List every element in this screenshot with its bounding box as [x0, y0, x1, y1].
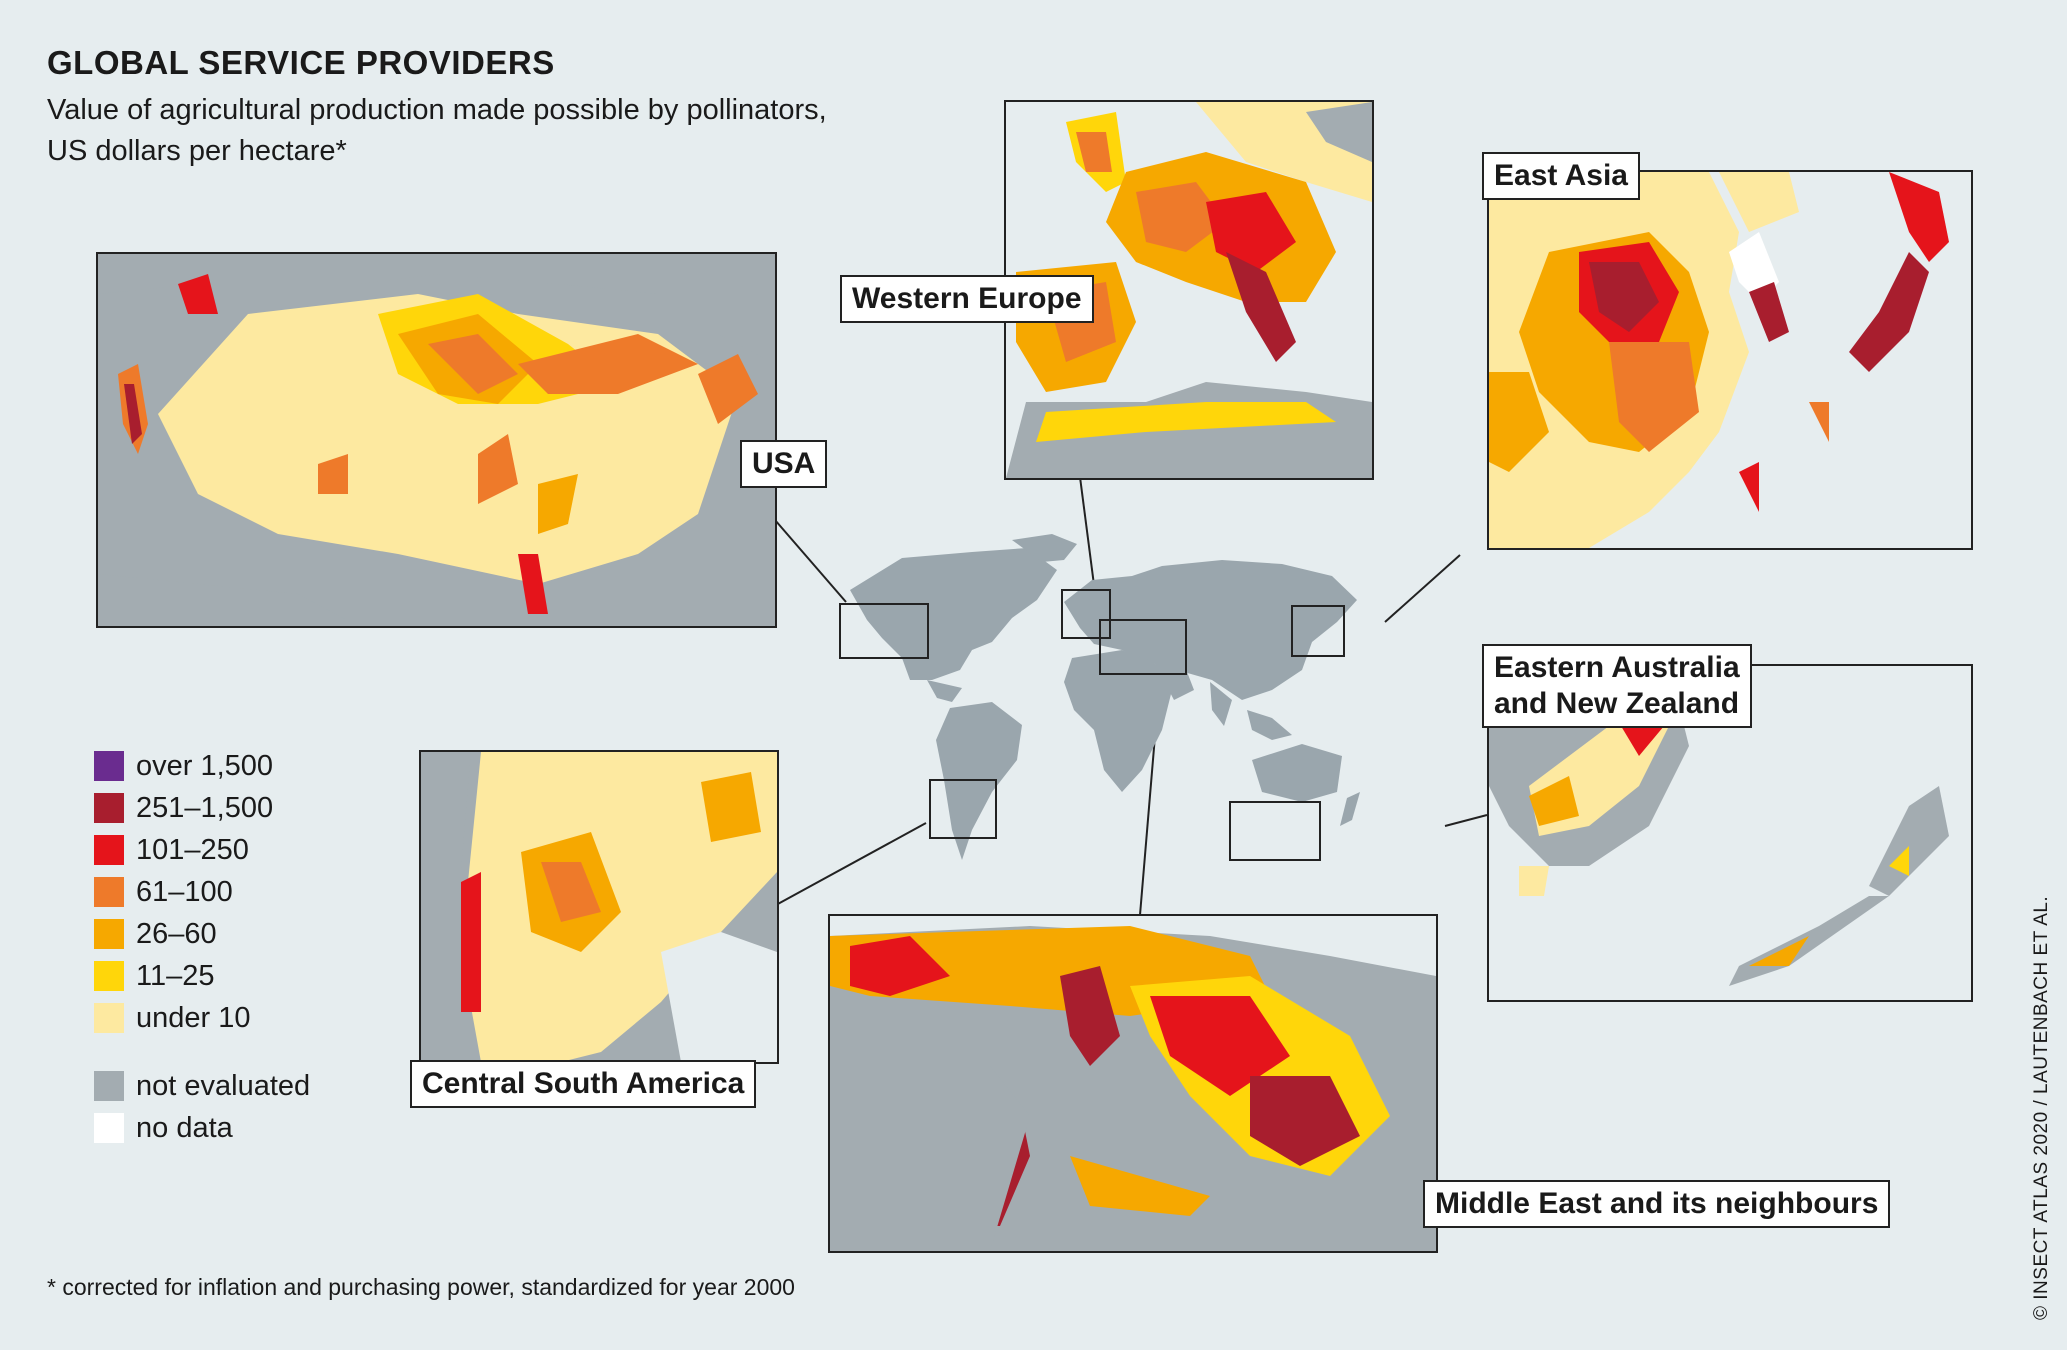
locator-east-asia	[1291, 605, 1345, 657]
legend-item: 61–100	[94, 871, 310, 913]
legend-item: 11–25	[94, 955, 310, 997]
credit: © INSECT ATLAS 2020 / LAUTENBACH ET AL.	[2029, 896, 2059, 1320]
central-america	[927, 680, 962, 702]
legend-label: over 1,500	[136, 749, 274, 782]
legend-label: no data	[136, 1111, 233, 1144]
legend-label: 101–250	[136, 833, 249, 866]
legend-swatch	[94, 1113, 124, 1143]
legend-swatch	[94, 961, 124, 991]
label-western-europe: Western Europe	[840, 275, 1094, 323]
usa-map-image	[98, 254, 775, 626]
label-australia: Eastern Australia and New Zealand	[1482, 644, 1752, 728]
connector-asia	[1384, 554, 1461, 623]
inset-south-america	[419, 750, 779, 1064]
arabia	[1154, 662, 1194, 700]
legend-item: 251–1,500	[94, 787, 310, 829]
footnote: * corrected for inflation and purchasing…	[47, 1274, 795, 1300]
inset-east-asia	[1487, 170, 1973, 550]
label-australia-line-2: and New Zealand	[1494, 687, 1740, 720]
legend-item: 101–250	[94, 829, 310, 871]
legend-swatch	[94, 793, 124, 823]
new-zealand	[1340, 792, 1360, 826]
north-america	[850, 548, 1057, 680]
africa	[1064, 650, 1172, 792]
legend-item: 26–60	[94, 913, 310, 955]
legend-item: no data	[94, 1107, 310, 1149]
label-australia-line-1: Eastern Australia	[1494, 651, 1740, 684]
world-map	[839, 534, 1360, 861]
legend-swatch	[94, 1003, 124, 1033]
connector-south-america	[775, 822, 927, 906]
locator-europe	[1061, 589, 1111, 639]
eurasia	[1064, 560, 1357, 700]
subtitle-line-2: US dollars per hectare*	[47, 135, 347, 167]
legend-label: not evaluated	[136, 1069, 311, 1102]
australia	[1252, 744, 1342, 802]
connector-usa	[774, 519, 847, 603]
inset-western-europe	[1004, 100, 1374, 480]
inset-middle-east	[828, 914, 1438, 1253]
greenland	[1012, 534, 1077, 562]
inset-usa	[96, 252, 777, 628]
credit-text: © INSECT ATLAS 2020 / LAUTENBACH ET AL.	[2031, 895, 2052, 1320]
legend-gap	[94, 1039, 310, 1065]
legend-swatch	[94, 751, 124, 781]
legend-label: 26–60	[136, 917, 217, 950]
locator-south-america	[929, 779, 997, 839]
southeast-asia	[1247, 710, 1292, 740]
map-subtitle: Value of agricultural production made po…	[47, 90, 907, 172]
map-title: GLOBAL SERVICE PROVIDERS	[47, 44, 555, 81]
legend-label: 11–25	[136, 959, 215, 992]
legend-swatch	[94, 1071, 124, 1101]
east-asia-map-image	[1489, 172, 1971, 548]
locator-middle-east	[1099, 619, 1187, 675]
legend-swatch	[94, 919, 124, 949]
locator-australia	[1229, 801, 1321, 861]
legend-label: under 10	[136, 1001, 251, 1034]
india	[1210, 682, 1232, 726]
legend-item: under 10	[94, 997, 310, 1039]
connector-australia	[1444, 814, 1488, 827]
legend-label: 251–1,500	[136, 791, 274, 824]
subtitle-line-1: Value of agricultural production made po…	[47, 94, 827, 126]
locator-usa	[839, 603, 929, 659]
middle-east-map-image	[830, 916, 1436, 1251]
legend: over 1,500 251–1,500 101–250 61–100 26–6…	[94, 745, 310, 1149]
legend-swatch	[94, 835, 124, 865]
label-middle-east: Middle East and its neighbours	[1423, 1180, 1891, 1228]
legend-swatch	[94, 877, 124, 907]
legend-label: 61–100	[136, 875, 233, 908]
label-usa: USA	[740, 440, 828, 488]
legend-item: not evaluated	[94, 1065, 310, 1107]
label-east-asia: East Asia	[1482, 152, 1640, 200]
south-america-map-image	[421, 752, 777, 1062]
connector-europe	[1079, 476, 1095, 586]
legend-item: over 1,500	[94, 745, 310, 787]
label-south-america: Central South America	[410, 1060, 757, 1108]
